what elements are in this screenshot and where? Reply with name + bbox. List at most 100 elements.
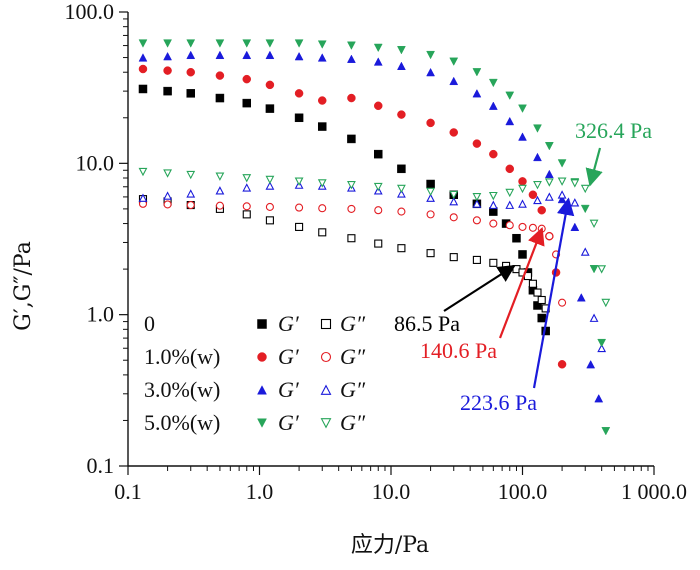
data-point (186, 50, 196, 60)
data-point (295, 222, 304, 231)
data-point (163, 51, 172, 61)
data-point (242, 50, 252, 60)
x-tick-label: 0.1 (114, 479, 142, 504)
legend-g1: G′ (278, 311, 300, 336)
data-point (488, 200, 498, 209)
annotation-arrow (443, 264, 516, 312)
series-3.0-w-g- (138, 180, 607, 353)
data-point (589, 265, 599, 274)
legend-label: 1.0%(w) (144, 344, 220, 369)
data-point (557, 360, 567, 369)
data-point (396, 46, 406, 55)
data-point (488, 191, 498, 201)
x-tick-label: 1.0 (246, 479, 274, 504)
data-point (472, 139, 482, 148)
data-point (242, 202, 251, 211)
data-point (347, 234, 356, 243)
data-point (294, 89, 304, 98)
data-point (449, 190, 459, 200)
annotation-arrow (585, 147, 603, 187)
data-point (601, 427, 611, 436)
legend-g1: G′ (278, 410, 300, 435)
y-tick-label: 100.0 (65, 0, 115, 24)
data-point (489, 258, 498, 267)
data-point (518, 104, 527, 113)
data-point (557, 190, 567, 199)
data-point (426, 210, 435, 219)
data-point (347, 134, 356, 144)
data-point (594, 393, 604, 403)
data-point (528, 279, 537, 288)
data-point (426, 193, 435, 202)
data-point (472, 216, 481, 225)
data-point (186, 201, 195, 210)
series-0-g- (138, 84, 550, 336)
data-point (426, 67, 435, 77)
data-point (505, 221, 514, 230)
data-point (374, 101, 383, 111)
data-point (265, 104, 275, 113)
data-point (317, 53, 327, 62)
data-point (317, 40, 327, 49)
data-point (265, 181, 275, 190)
data-point (373, 57, 383, 66)
data-point (317, 96, 327, 105)
legend-g1: G′ (278, 377, 300, 402)
data-point (397, 189, 406, 198)
data-point (518, 250, 527, 259)
data-point (397, 207, 406, 216)
data-point (186, 39, 196, 48)
data-point (374, 239, 383, 248)
data-point (373, 43, 383, 53)
data-point (545, 232, 554, 241)
data-point (489, 149, 498, 159)
y-axis-label: G′,G″/Pa (11, 241, 36, 331)
annotation-label: 223.6 Pa (460, 390, 537, 415)
annotation-arrow (498, 227, 545, 339)
data-point (528, 223, 537, 232)
legend-marker (257, 352, 267, 362)
data-point (215, 71, 225, 80)
data-point (449, 57, 459, 66)
data-point (580, 247, 590, 256)
data-point (472, 89, 482, 98)
legend-g2: G″ (340, 410, 366, 435)
data-point (397, 164, 406, 174)
data-point (557, 159, 567, 168)
data-point (586, 359, 596, 369)
data-point (374, 149, 383, 159)
y-tick-label: 1.0 (87, 302, 115, 327)
data-point (589, 313, 599, 322)
series-5.0-w-g- (138, 167, 611, 308)
data-point (533, 301, 542, 310)
data-point (242, 39, 252, 48)
data-point (505, 116, 515, 126)
data-point (347, 41, 356, 50)
data-point (533, 195, 542, 205)
legend-marker (320, 318, 332, 330)
data-point (449, 196, 459, 206)
legend-label: 3.0%(w) (144, 377, 220, 402)
data-point (186, 67, 195, 77)
data-point (537, 205, 546, 215)
data-point (163, 66, 172, 75)
series-0-g- (138, 195, 550, 313)
data-point (597, 343, 607, 353)
data-point (242, 98, 252, 108)
data-point (505, 188, 515, 198)
data-point (601, 298, 611, 308)
data-point (242, 174, 252, 183)
legend: 0 G′ G″ 1.0%(w) G′ G″ 3.0%(w) G′ G″ 5.0%(w) G′ G″ (144, 311, 366, 435)
data-point (505, 91, 515, 101)
legend-label: 5.0%(w) (144, 410, 220, 435)
annotation-label: 140.6 Pa (420, 338, 497, 363)
data-point (449, 128, 458, 137)
data-point (265, 216, 274, 225)
y-tick-label: 10.0 (76, 150, 115, 175)
x-tick-label: 1 000.0 (621, 479, 687, 504)
legend-marker (320, 384, 332, 395)
data-point (589, 219, 599, 229)
data-point (294, 51, 304, 61)
